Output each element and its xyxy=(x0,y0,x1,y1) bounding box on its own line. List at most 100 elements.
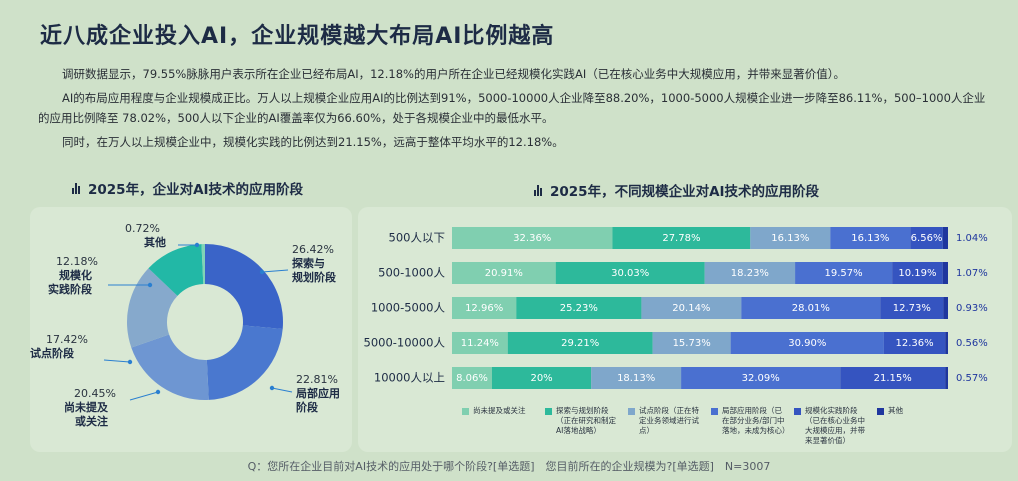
category-label: 探索与 规划阶段 xyxy=(292,257,336,284)
value-label: 20.14% xyxy=(672,303,710,314)
value-label: 12.73% xyxy=(893,303,931,314)
value-label: 18.13% xyxy=(617,373,655,384)
chart-title: 2025年，企业对AI技术的应用阶段 xyxy=(88,182,304,198)
category-label: 尚未提及 或关注 xyxy=(64,401,108,428)
value-label: 32.36% xyxy=(513,233,551,244)
value-label: 32.09% xyxy=(742,373,780,384)
leader-line xyxy=(129,391,159,401)
bar-segment xyxy=(830,227,911,249)
paragraph: 调研数据显示，79.55%脉脉用户表示所在企业已经布局AI，12.18%的用户所… xyxy=(62,67,845,81)
value-label: 8.06% xyxy=(456,373,488,384)
bar-segment xyxy=(910,227,943,249)
bar-segment xyxy=(591,367,682,389)
value-label: 0.57% xyxy=(956,373,988,384)
category-label: 其他 xyxy=(144,236,166,249)
value-label: 1.07% xyxy=(956,268,988,279)
value-label: 26.42% xyxy=(292,243,334,256)
value-label: 11.24% xyxy=(461,338,499,349)
donut-slice xyxy=(205,244,283,329)
bar-segment xyxy=(795,262,893,284)
legend-swatch xyxy=(628,408,635,415)
legend-label: 试点阶段（正在特定业务领域进行试点） xyxy=(639,406,699,435)
bar-segment xyxy=(730,332,884,354)
value-label: 0.93% xyxy=(956,303,988,314)
leader-dot xyxy=(127,359,133,365)
bar-segment xyxy=(840,367,946,389)
legend-swatch xyxy=(877,408,884,415)
value-label: 20.45% xyxy=(74,387,116,400)
value-label: 19.57% xyxy=(825,268,863,279)
legend-item: 其他 xyxy=(877,406,952,446)
donut-slice xyxy=(148,244,204,296)
legend-item: 规模化实践阶段（已在核心业务中大规模应用，并带来显著价值） xyxy=(794,406,869,446)
leader-line xyxy=(103,359,131,363)
bar-segment xyxy=(491,367,592,389)
footnote: Q：您所在企业目前对AI技术的应用处于哪个阶段?[单选题] 您目前所在的企业规模… xyxy=(247,460,771,473)
page-title: 近八成企业投入AI，企业规模越大布局AI比例越高 xyxy=(40,24,555,49)
legend-item: 探索与规划阶段（正在研究和制定AI落地战略） xyxy=(545,406,620,446)
donut-slice xyxy=(131,334,209,400)
category-label: 局部应用 阶段 xyxy=(296,387,340,414)
legend-item: 尚未提及或关注 xyxy=(462,406,537,446)
bar-segment xyxy=(516,297,642,319)
bar-segment xyxy=(704,262,796,284)
legend-label: 规模化实践阶段（已在核心业务中大规模应用，并带来显著价值） xyxy=(805,406,865,445)
bar-segment xyxy=(452,227,613,249)
bar-segment xyxy=(892,262,943,284)
bar-segment xyxy=(452,367,492,389)
leader-dot xyxy=(155,389,161,395)
legend-label: 局部应用阶段（已在部分业务/部门中落地，未成为核心） xyxy=(722,406,790,435)
value-label: 27.78% xyxy=(662,233,700,244)
category-label: 10000人以上 xyxy=(374,371,445,385)
value-label: 30.03% xyxy=(611,268,649,279)
donut-slice xyxy=(127,268,178,348)
value-label: 30.90% xyxy=(788,338,826,349)
value-label: 1.04% xyxy=(956,233,988,244)
value-label: 22.81% xyxy=(296,373,338,386)
chart-heading: 2025年，企业对AI技术的应用阶段 xyxy=(72,178,303,198)
legend-item: 局部应用阶段（已在部分业务/部门中落地，未成为核心） xyxy=(711,406,790,446)
bar-segment xyxy=(942,227,948,249)
category-label: 试点阶段 xyxy=(30,347,74,360)
icon xyxy=(72,182,80,194)
bar-segment xyxy=(741,297,881,319)
value-label: 28.01% xyxy=(792,303,830,314)
category-label: 500-1000人 xyxy=(378,266,445,280)
leader-dot xyxy=(269,385,275,391)
legend-label: 尚未提及或关注 xyxy=(473,406,526,415)
legend-item: 试点阶段（正在特定业务领域进行试点） xyxy=(628,406,703,446)
donut-slice xyxy=(201,244,205,285)
value-label: 12.18% xyxy=(56,255,98,268)
donut-slice xyxy=(206,325,283,400)
bar-segment xyxy=(880,297,944,319)
category-label: 500人以下 xyxy=(389,231,445,245)
bar-segment xyxy=(681,367,841,389)
paragraph: AI的布局应用程度与企业规模成正比。万人以上规模企业应用AI的比例达到91%，5… xyxy=(38,91,986,125)
value-label: 0.56% xyxy=(956,338,988,349)
category-label: 1000-5000人 xyxy=(371,301,446,315)
value-label: 15.73% xyxy=(673,338,711,349)
value-label: 17.42% xyxy=(46,333,88,346)
value-label: 20.91% xyxy=(485,268,523,279)
category-label: 5000-10000人 xyxy=(364,336,446,350)
bar-segment xyxy=(612,227,751,249)
value-label: 20% xyxy=(530,373,552,384)
leader-dot xyxy=(194,242,200,248)
bar-segment xyxy=(942,262,948,284)
bar-segment xyxy=(641,297,742,319)
paragraph: 同时，在万人以上规模企业中，规模化实践的比例达到21.15%，远高于整体平均水平… xyxy=(62,135,564,149)
bar-segment xyxy=(750,227,831,249)
bar-segment xyxy=(452,332,508,354)
bar-segment xyxy=(945,367,948,389)
value-label: 25.23% xyxy=(560,303,598,314)
legend-label: 探索与规划阶段（正在研究和制定AI落地战略） xyxy=(556,406,616,435)
bar-segment xyxy=(945,332,948,354)
legend-swatch xyxy=(711,408,718,415)
bar-segment xyxy=(943,297,948,319)
leader-dot xyxy=(259,269,265,275)
legend-swatch xyxy=(794,408,801,415)
legend-swatch xyxy=(545,408,552,415)
